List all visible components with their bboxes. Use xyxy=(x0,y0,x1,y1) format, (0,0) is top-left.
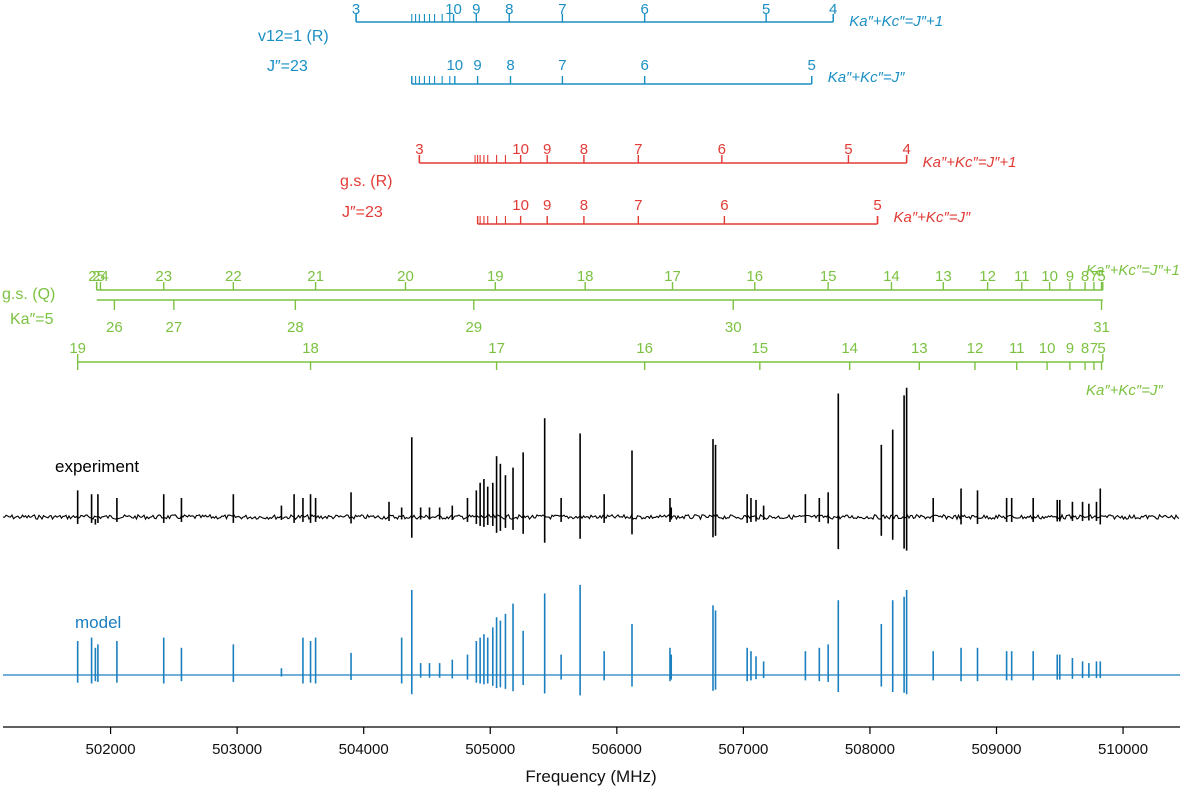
progression-label-gs_q: Ka″=5 xyxy=(10,311,54,328)
assignment-label-gs_q: 16 xyxy=(636,340,653,357)
x-tick-label: 510000 xyxy=(1098,741,1148,758)
progression-label-v12: v12=1 (R) xyxy=(258,28,329,45)
assignment-label-gs_r: 7 xyxy=(634,141,642,158)
assignment-label-v12: 3 xyxy=(352,1,360,18)
assignment-label-gs_q: 15 xyxy=(820,268,837,285)
assignment-label-gs_q: 20 xyxy=(397,268,414,285)
x-tick-label: 506000 xyxy=(592,741,642,758)
assignment-label-gs_q: 12 xyxy=(967,340,984,357)
x-tick-label: 504000 xyxy=(339,741,389,758)
assignment-label-gs_q: 11 xyxy=(1009,340,1025,357)
assignment-label-gs_q: 19 xyxy=(487,268,504,285)
assignment-label-gs_q: 22 xyxy=(225,268,242,285)
assignment-label-gs_q: 15 xyxy=(751,340,768,357)
assignment-label-gs_q: 8 xyxy=(1081,268,1089,285)
assignment-label-gs_q: 18 xyxy=(302,340,319,357)
assignment-label-gs_q: 29 xyxy=(465,319,482,336)
assignment-label-gs_r: 4 xyxy=(902,141,910,158)
assignment-label-gs_q: 11 xyxy=(1014,268,1030,285)
branch-label-gs_q: Ka″+Kc″=J″ xyxy=(1086,382,1163,399)
x-tick-label: 505000 xyxy=(465,741,515,758)
assignment-label-gs_q: 30 xyxy=(725,319,742,336)
assignment-label-gs_q: 21 xyxy=(307,268,324,285)
progression-label-gs_r: g.s. (R) xyxy=(340,173,392,190)
assignment-label-v12: 10 xyxy=(446,57,463,74)
assignment-label-gs_q: 10 xyxy=(1041,268,1058,285)
branch-label-v12: Ka″+Kc″=J″ xyxy=(828,69,905,86)
assignment-label-gs_q: 5 xyxy=(1097,340,1105,357)
assignment-label-gs_r: 6 xyxy=(720,197,728,214)
x-tick-label: 503000 xyxy=(212,741,262,758)
progression-label-gs_r: J″=23 xyxy=(342,204,383,221)
x-tick-label: 502000 xyxy=(86,741,136,758)
assignment-label-gs_q: 16 xyxy=(746,268,763,285)
assignment-label-gs_q: 27 xyxy=(166,319,183,336)
spectra xyxy=(2,387,1180,696)
assignment-label-gs_q: 13 xyxy=(935,268,952,285)
assignment-label-v12: 8 xyxy=(506,57,514,74)
x-tick-label: 508000 xyxy=(845,741,895,758)
assignment-label-v12: 5 xyxy=(762,1,770,18)
series-label-model: model xyxy=(75,613,121,632)
assignment-label-gs_r: 7 xyxy=(634,197,642,214)
assignment-label-gs_r: 10 xyxy=(512,197,529,214)
x-axis: 502000 503000 504000 505000 506000 507000 5080… xyxy=(3,726,1180,758)
assignment-label-gs_q: 5 xyxy=(1097,268,1105,285)
assignment-label-gs_q: 14 xyxy=(841,340,858,357)
assignment-label-gs_r: 8 xyxy=(580,141,588,158)
assignment-label-gs_q: 19 xyxy=(69,340,86,357)
assignment-label-gs_q: 7 xyxy=(1090,268,1098,285)
assignment-label-gs_r: 3 xyxy=(415,141,423,158)
assignment-label-gs_q: 31 xyxy=(1093,319,1110,336)
assignment-label-gs_q: 10 xyxy=(1039,340,1056,357)
assignment-label-gs_q: 13 xyxy=(911,340,928,357)
assignment-label-gs_q: 9 xyxy=(1066,340,1074,357)
x-tick-label: 509000 xyxy=(971,741,1021,758)
x-tick-label: 507000 xyxy=(718,741,768,758)
assignment-label-gs_q: 17 xyxy=(664,268,681,285)
assignment-label-gs_r: 5 xyxy=(844,141,852,158)
assignment-label-v12: 4 xyxy=(829,1,837,18)
assignment-label-v12: 8 xyxy=(505,1,513,18)
assignment-label-v12: 9 xyxy=(473,57,481,74)
assignment-label-gs_q: 7 xyxy=(1090,340,1098,357)
assignment-label-gs_q: 24 xyxy=(92,268,109,285)
branch-label-v12: Ka″+Kc″=J″+1 xyxy=(849,13,943,30)
branch-label-gs_r: Ka″+Kc″=J″+1 xyxy=(923,154,1017,171)
assignment-label-v12: 7 xyxy=(558,1,566,18)
assignment-label-v12: 6 xyxy=(640,57,648,74)
assignment-label-gs_r: 8 xyxy=(580,197,588,214)
assignment-label-gs_r: 9 xyxy=(543,141,551,158)
assignment-label-v12: 7 xyxy=(558,57,566,74)
assignment-progressions: v12=1 (R)J″=233 10 9 8 7 6 5 4Ka″+Kc″=J″+110 9 8 7… xyxy=(2,1,1180,399)
assignment-label-gs_q: 28 xyxy=(287,319,304,336)
assignment-label-gs_q: 9 xyxy=(1066,268,1074,285)
series-label-experiment: experiment xyxy=(55,457,139,476)
assignment-label-v12: 10 xyxy=(445,1,462,18)
assignment-label-v12: 9 xyxy=(472,1,480,18)
assignment-label-gs_q: 26 xyxy=(106,319,123,336)
branch-label-gs_q: Ka″+Kc″=J″+1 xyxy=(1086,262,1180,279)
assignment-label-gs_q: 17 xyxy=(488,340,505,357)
branch-label-gs_r: Ka″+Kc″=J″ xyxy=(894,209,971,226)
assignment-label-v12: 5 xyxy=(808,57,816,74)
progression-label-v12: J″=23 xyxy=(267,58,308,75)
assignment-label-gs_q: 12 xyxy=(979,268,996,285)
assignment-label-gs_q: 25 xyxy=(88,268,105,285)
progression-label-gs_q: g.s. (Q) xyxy=(2,286,55,303)
assignment-label-v12: 6 xyxy=(640,1,648,18)
assignment-label-gs_q: 14 xyxy=(883,268,900,285)
assignment-label-gs_r: 6 xyxy=(718,141,726,158)
x-axis-label: Frequency (MHz) xyxy=(525,767,656,786)
assignment-label-gs_r: 5 xyxy=(873,197,881,214)
assignment-label-gs_q: 23 xyxy=(155,268,172,285)
baseline-experiment xyxy=(2,513,1180,521)
assignment-label-gs_r: 9 xyxy=(543,197,551,214)
assignment-label-gs_r: 10 xyxy=(512,141,529,158)
assignment-label-gs_q: 8 xyxy=(1081,340,1089,357)
assignment-label-gs_q: 18 xyxy=(577,268,594,285)
